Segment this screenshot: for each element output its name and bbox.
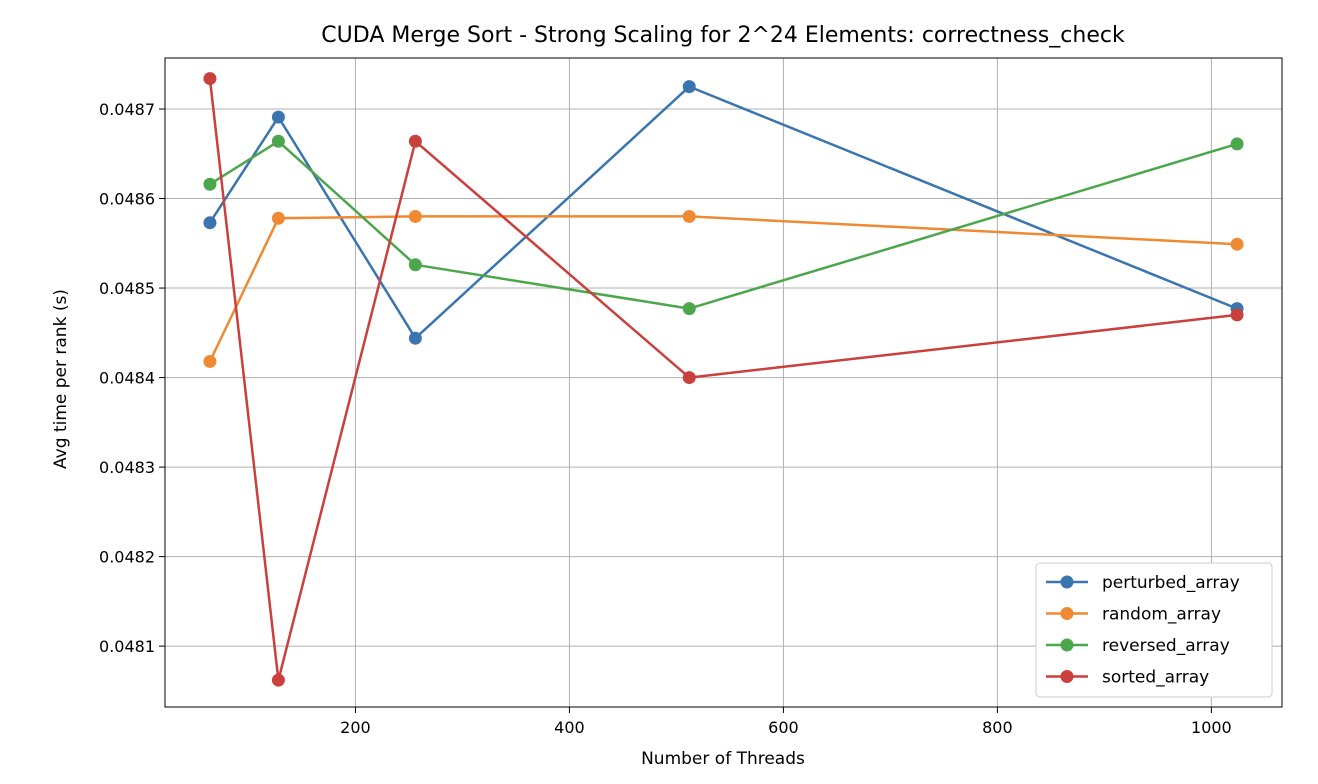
data-point-reversed_array bbox=[203, 177, 217, 191]
legend-swatch-marker bbox=[1060, 670, 1074, 683]
y-tick-label: 0.0486 bbox=[99, 190, 155, 209]
y-tick-label: 0.0483 bbox=[99, 458, 155, 477]
x-axis-label: Number of Threads bbox=[641, 749, 805, 769]
legend-label: reversed_array bbox=[1102, 636, 1230, 656]
series-line-perturbed_array bbox=[208, 85, 1238, 340]
y-tick-label: 0.0482 bbox=[99, 548, 155, 567]
series-reversed_array bbox=[203, 134, 1244, 316]
data-point-sorted_array bbox=[203, 72, 217, 86]
data-point-random_array bbox=[682, 209, 696, 223]
chart-title: CUDA Merge Sort - Strong Scaling for 2^2… bbox=[321, 23, 1125, 48]
plot-frame bbox=[164, 57, 1283, 708]
legend-label: random_array bbox=[1102, 605, 1221, 625]
legend-label: sorted_array bbox=[1102, 668, 1209, 688]
y-ticks: 0.0481 0.0482 0.0483 0.0484 0.0485 0.0486 0.04… bbox=[99, 100, 165, 656]
data-point-sorted_array bbox=[682, 371, 696, 385]
data-point-sorted_array bbox=[408, 134, 422, 148]
data-point-perturbed_array bbox=[682, 80, 696, 94]
series-layer bbox=[203, 72, 1244, 687]
data-point-random_array bbox=[203, 354, 217, 368]
legend-swatch-marker bbox=[1060, 575, 1074, 589]
series-perturbed_array bbox=[203, 80, 1244, 345]
y-tick-label: 0.0485 bbox=[99, 279, 155, 298]
data-point-reversed_array bbox=[1230, 137, 1244, 151]
y-tick-label: 0.0487 bbox=[99, 100, 155, 119]
y-axis-label: Avg time per rank (s) bbox=[51, 289, 71, 469]
data-point-sorted_array bbox=[1230, 308, 1244, 322]
data-point-reversed_array bbox=[271, 134, 285, 148]
data-point-reversed_array bbox=[682, 302, 696, 316]
y-tick-label: 0.0481 bbox=[99, 637, 155, 656]
legend: perturbed_array random_array reversed_arra… bbox=[1035, 562, 1273, 698]
legend-items: perturbed_array random_array reversed_arra… bbox=[1046, 573, 1240, 688]
series-random_array bbox=[203, 209, 1244, 368]
series-sorted_array bbox=[203, 72, 1244, 687]
legend-box bbox=[1035, 562, 1273, 698]
x-tick-label: 400 bbox=[554, 718, 585, 737]
x-ticks: 200 400 600 800 1000 bbox=[340, 707, 1232, 737]
grid bbox=[165, 58, 1282, 707]
legend-item-reversed_array: reversed_array bbox=[1046, 636, 1230, 656]
data-point-random_array bbox=[1230, 237, 1244, 251]
legend-item-perturbed_array: perturbed_array bbox=[1046, 573, 1240, 593]
data-point-perturbed_array bbox=[408, 331, 422, 345]
x-tick-label: 1000 bbox=[1191, 718, 1232, 737]
legend-label: perturbed_array bbox=[1102, 573, 1240, 593]
legend-item-random_array: random_array bbox=[1046, 605, 1221, 625]
legend-swatch-marker bbox=[1060, 607, 1074, 620]
x-tick-label: 800 bbox=[982, 718, 1013, 737]
data-point-perturbed_array bbox=[203, 216, 217, 230]
legend-swatch-marker bbox=[1060, 638, 1074, 652]
data-point-random_array bbox=[271, 211, 285, 225]
data-point-reversed_array bbox=[408, 258, 422, 272]
series-line-reversed_array bbox=[209, 140, 1238, 310]
x-tick-label: 600 bbox=[768, 718, 799, 737]
data-point-sorted_array bbox=[271, 673, 285, 687]
legend-item-sorted_array: sorted_array bbox=[1046, 668, 1209, 688]
y-tick-label: 0.0484 bbox=[99, 369, 155, 388]
data-point-perturbed_array bbox=[271, 110, 285, 124]
x-tick-label: 200 bbox=[340, 718, 371, 737]
data-point-random_array bbox=[408, 209, 422, 223]
